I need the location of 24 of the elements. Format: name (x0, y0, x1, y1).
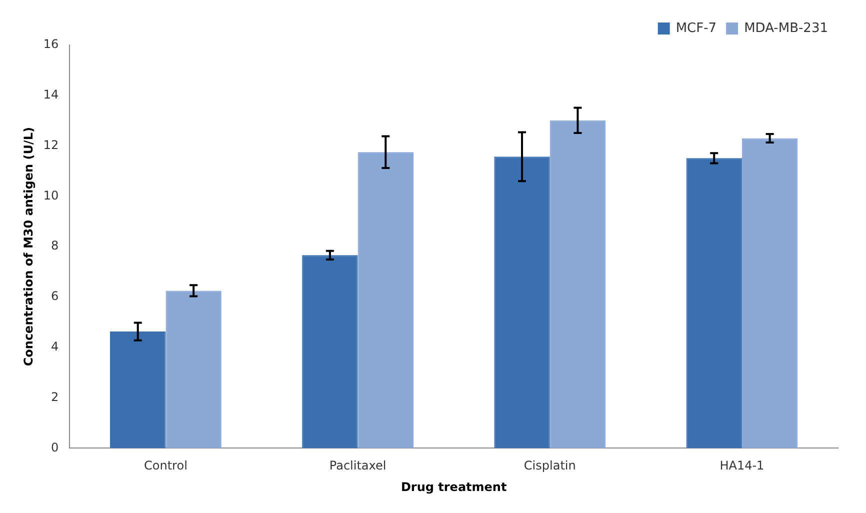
x-axis-title: Drug treatment (400, 480, 507, 494)
bar (494, 156, 550, 448)
y-tick-label: 10 (43, 188, 59, 202)
bar (110, 332, 166, 448)
legend-label: MCF-7 (676, 20, 717, 36)
bar (358, 152, 414, 448)
bar (742, 138, 798, 448)
y-tick-label: 12 (43, 138, 59, 152)
x-tick-label: Control (144, 458, 188, 473)
x-tick-label: HA14-1 (720, 458, 764, 473)
legend-label: MDA-MB-231 (744, 20, 828, 36)
y-tick-label: 14 (43, 88, 59, 102)
y-tick-label: 8 (51, 238, 59, 253)
x-tick-label: Cisplatin (524, 458, 576, 473)
bar (686, 158, 742, 448)
y-axis-title: Concentration of M30 antigen (U/L) (21, 127, 36, 366)
bar (550, 120, 606, 448)
y-tick-label: 6 (51, 289, 59, 304)
bar (166, 290, 222, 448)
y-tick-label: 0 (51, 440, 59, 454)
y-tick-label: 2 (51, 390, 59, 404)
y-tick-label: 16 (43, 37, 59, 52)
x-tick-label: Paclitaxel (329, 458, 386, 473)
y-tick-label: 4 (51, 340, 59, 354)
